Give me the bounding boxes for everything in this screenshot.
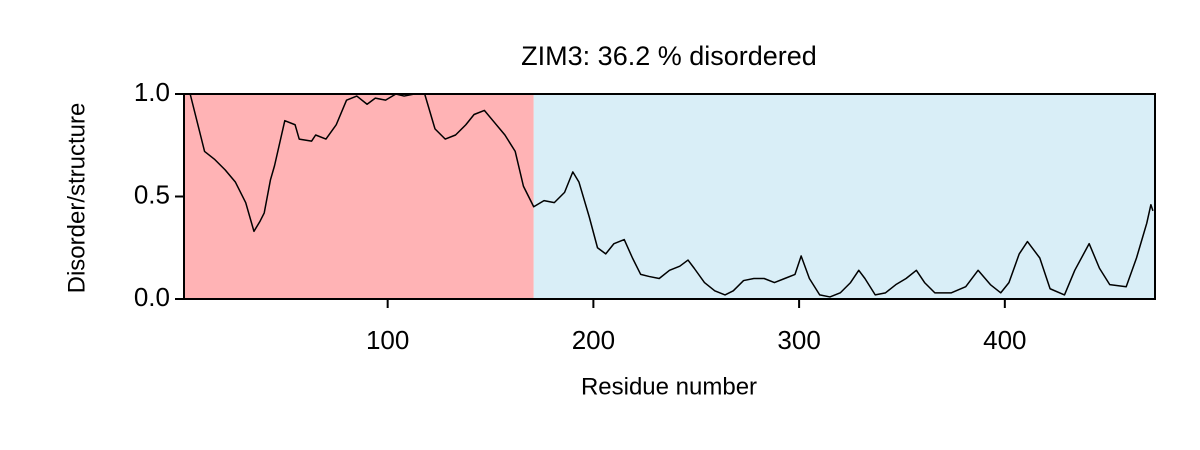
x-tick-label: 100 xyxy=(366,325,409,355)
region xyxy=(533,94,1155,299)
line xyxy=(184,93,1154,298)
x-tick-label: 400 xyxy=(983,325,1026,355)
y-tick-label: 0.0 xyxy=(134,282,170,312)
x-axis-label: Residue number xyxy=(581,373,757,400)
y-tick-label: 0.5 xyxy=(134,179,170,209)
y-axis-label: Disorder/structure xyxy=(63,103,90,294)
region xyxy=(184,94,534,299)
chart-title: ZIM3: 36.2 % disordered xyxy=(521,41,817,71)
y-tick-label: 1.0 xyxy=(134,77,170,107)
plot-frame xyxy=(183,93,1156,300)
x-tick-label: 300 xyxy=(777,325,820,355)
x-tick-label: 200 xyxy=(572,325,615,355)
